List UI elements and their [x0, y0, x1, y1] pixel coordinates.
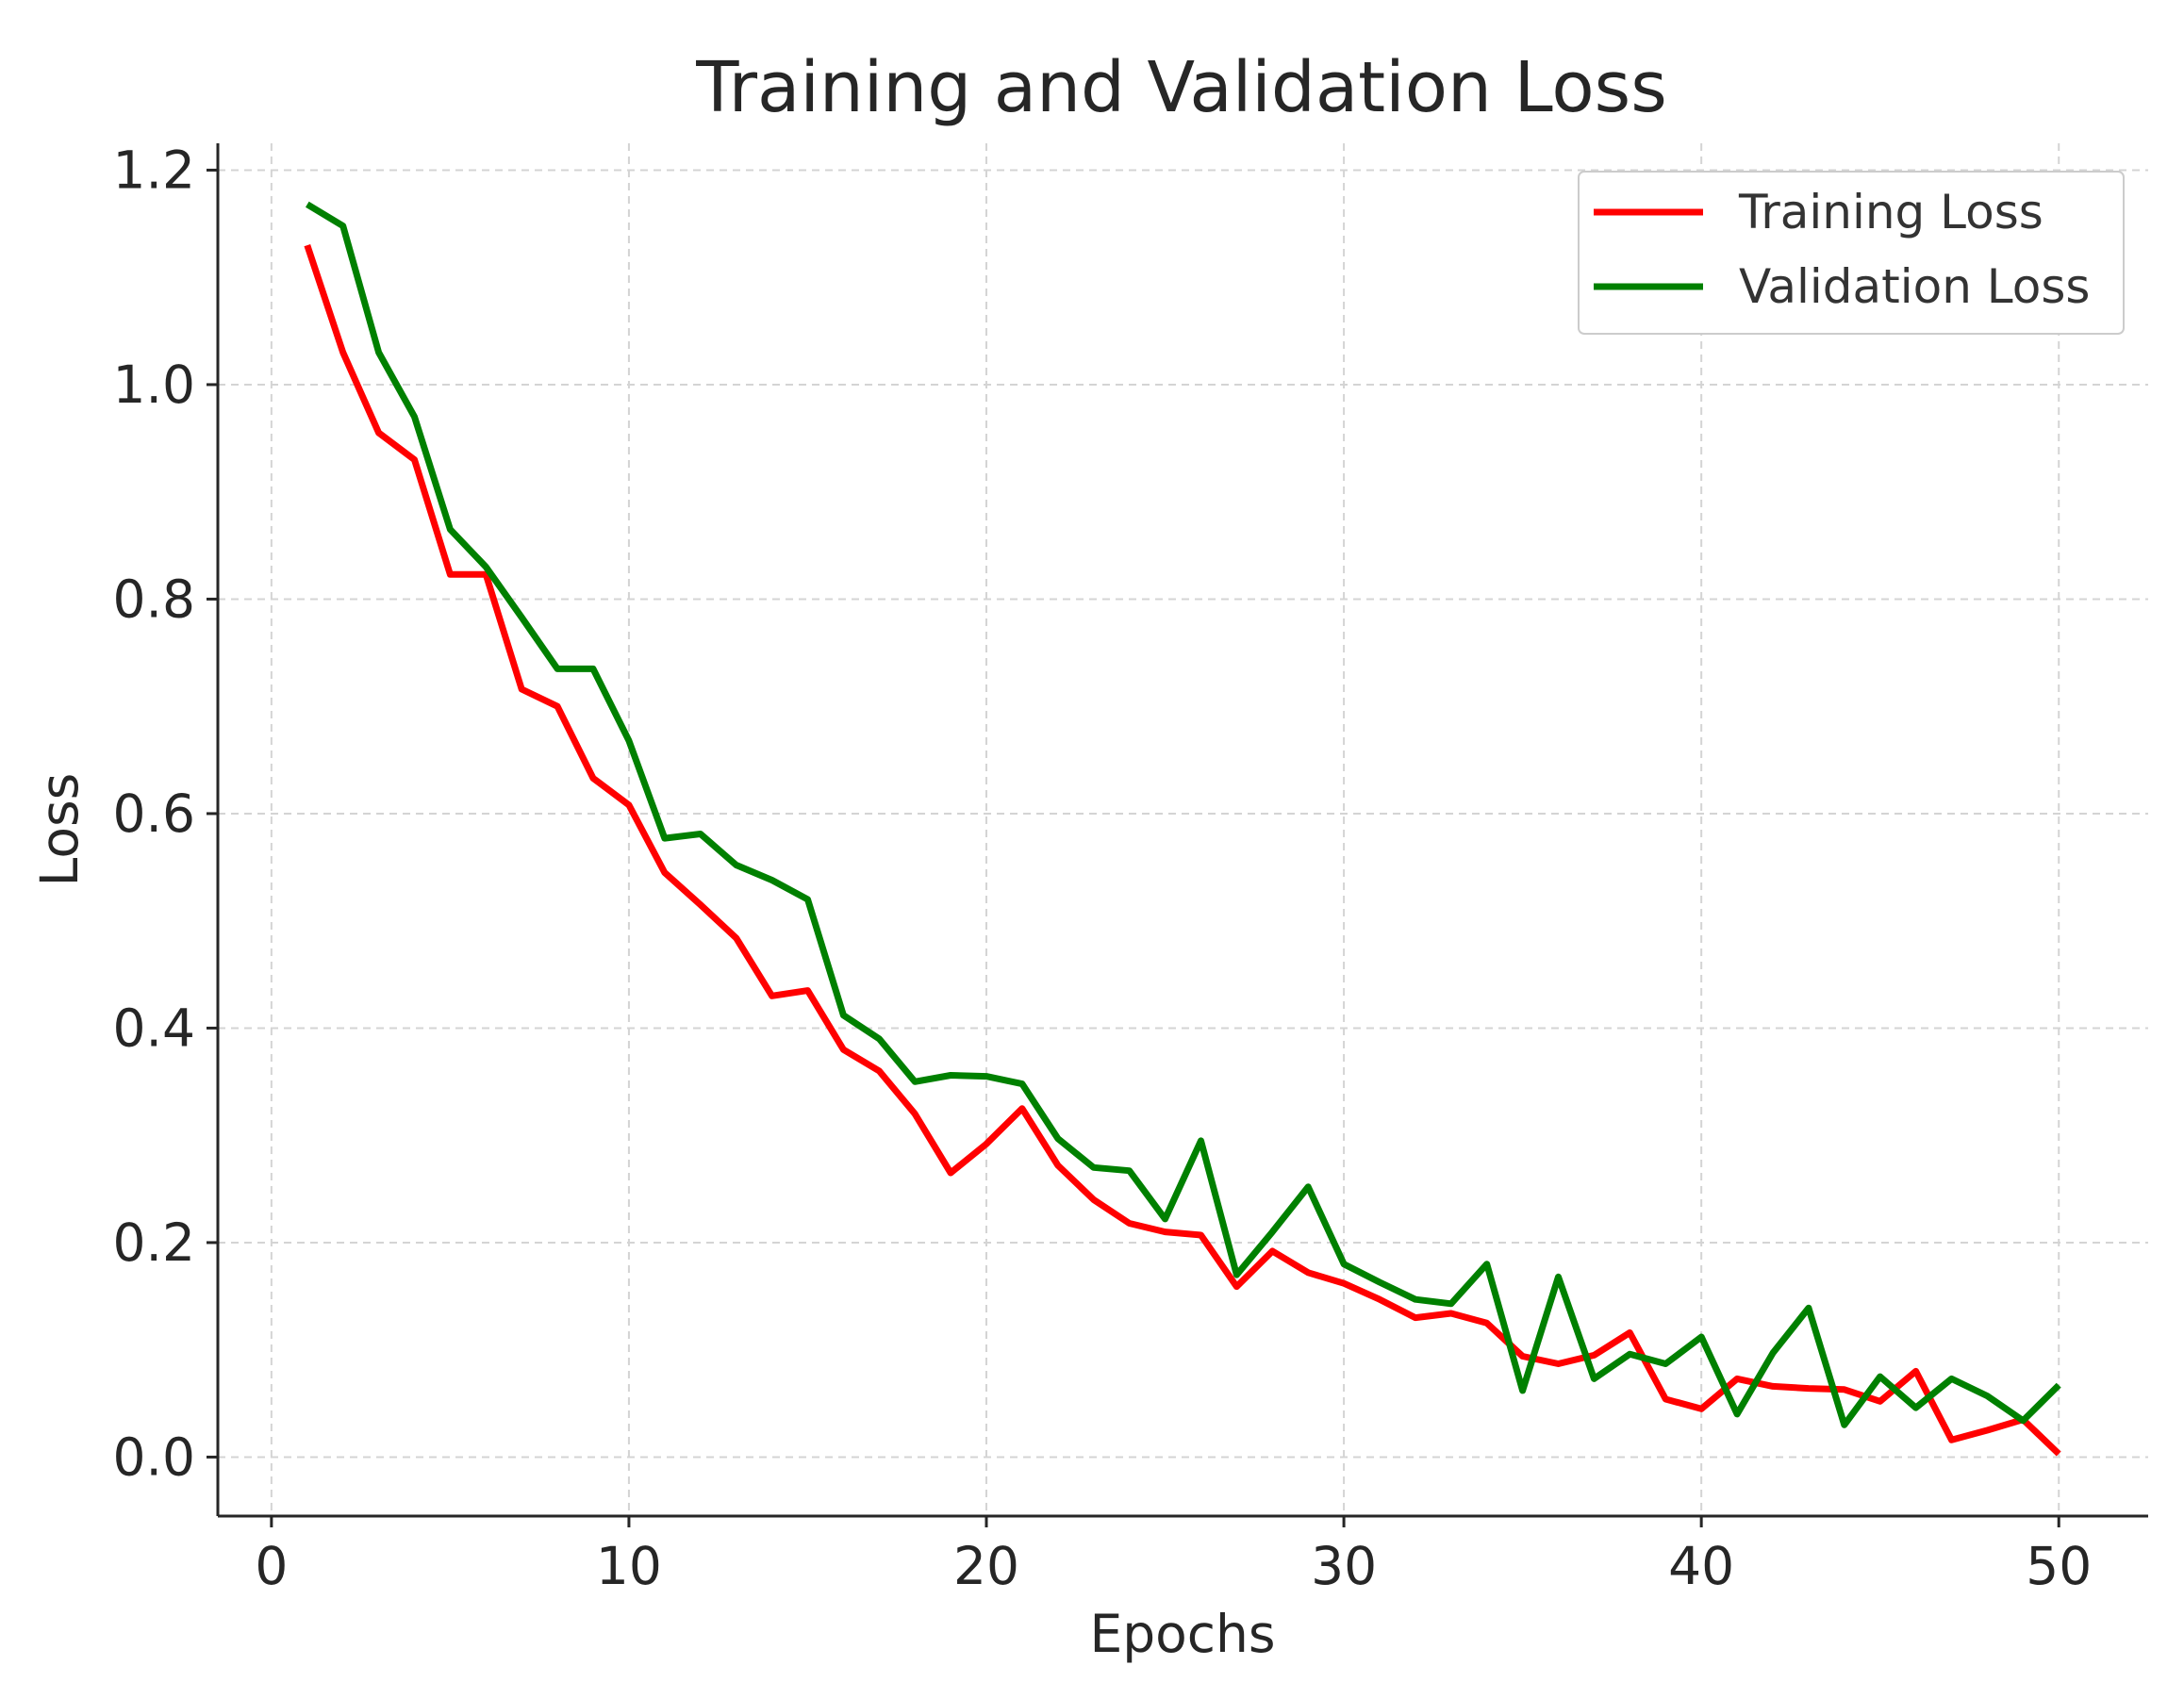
series-lines	[304, 201, 2061, 1457]
y-tick-label: 1.2	[113, 140, 195, 200]
x-tick-label: 20	[953, 1536, 1019, 1596]
y-tick-label: 1.0	[113, 355, 195, 415]
y-tick-label: 0.4	[113, 998, 195, 1058]
x-tick-label: 0	[255, 1536, 288, 1596]
axes	[216, 143, 2148, 1518]
x-tick-label: 50	[2026, 1536, 2092, 1596]
y-tick-label: 0.0	[113, 1426, 195, 1487]
grid-lines	[218, 143, 2148, 1516]
legend-box	[1578, 171, 2125, 335]
y-tick-label: 0.6	[113, 783, 195, 844]
y-axis-label: Loss	[29, 773, 90, 887]
y-tick-label: 0.8	[113, 569, 195, 629]
x-axis-label: Epochs	[1089, 1604, 1275, 1664]
y-axis-ticks: 0.0 0.2 0.4 0.6 0.8 1.0 1.2	[113, 140, 218, 1487]
y-tick-label: 0.2	[113, 1212, 195, 1273]
chart-title: Training and Validation Loss	[695, 47, 1667, 128]
x-tick-label: 30	[1311, 1536, 1377, 1596]
x-tick-label: 40	[1668, 1536, 1734, 1596]
x-axis-ticks: 0 10 20 30 40 50	[255, 1516, 2092, 1596]
x-tick-label: 10	[596, 1536, 662, 1596]
legend-label-validation-loss: Validation Loss	[1739, 259, 2090, 314]
series-line-validation-loss	[305, 201, 2061, 1428]
series-line-training-loss	[304, 243, 2061, 1457]
legend-label-training-loss: Training Loss	[1738, 185, 2043, 239]
legend: Training Loss Validation Loss	[1578, 171, 2125, 335]
